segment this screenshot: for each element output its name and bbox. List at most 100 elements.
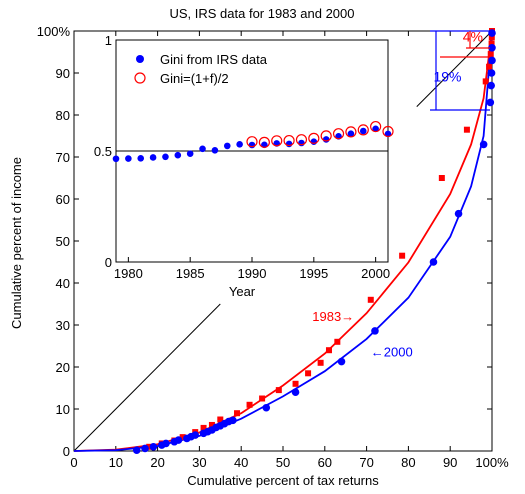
x-tick-label: 10 xyxy=(109,455,123,470)
inset-x-tick-label: 1985 xyxy=(176,266,205,281)
inset-y-tick-label: 0.5 xyxy=(94,144,112,159)
point-1983 xyxy=(246,401,253,408)
x-tick-label: 0 xyxy=(70,455,77,470)
x-tick-label: 20 xyxy=(150,455,164,470)
inset-point-gini-irs xyxy=(347,130,355,137)
inset-point-gini-formula xyxy=(357,124,369,136)
inset-point-gini-irs xyxy=(112,155,120,163)
point-1983 xyxy=(325,347,332,354)
point-1983 xyxy=(438,175,445,181)
point-1983 xyxy=(217,416,224,423)
y-tick-label: 50 xyxy=(56,234,70,249)
point-2000 xyxy=(191,431,200,439)
point-1983 xyxy=(488,34,495,41)
inset-x-tick-label: 1995 xyxy=(299,266,328,281)
fit-curve xyxy=(73,30,493,452)
point-2000 xyxy=(487,81,495,90)
point-2000 xyxy=(262,403,271,412)
x-tick-label: 90 xyxy=(443,455,457,470)
inset-point-gini-irs xyxy=(310,138,318,145)
point-1983 xyxy=(488,40,495,47)
point-1983 xyxy=(200,424,207,431)
x-tick-label: 60 xyxy=(318,455,332,470)
y-tick-label: 100% xyxy=(37,24,71,39)
y-tick-label: 80 xyxy=(56,108,70,123)
point-2000 xyxy=(429,258,438,266)
inset-x-tick-label: 1980 xyxy=(114,266,143,281)
label-4-percent: 4% xyxy=(463,29,483,45)
x-tick-label: 80 xyxy=(401,455,415,470)
point-1983 xyxy=(292,380,299,387)
x-tick-label: 40 xyxy=(234,455,248,470)
x-tick-label: 30 xyxy=(192,455,206,470)
inset-y-tick-label: 0 xyxy=(105,255,112,270)
point-2000 xyxy=(337,357,346,366)
point-1983 xyxy=(208,421,215,428)
inset-point-gini-formula xyxy=(258,136,270,148)
point-1983 xyxy=(234,410,241,417)
point-2000 xyxy=(488,56,496,65)
inset-y-tick-label: 1 xyxy=(105,33,112,48)
inset-point-gini-irs xyxy=(174,151,182,159)
point-2000 xyxy=(229,416,237,425)
legend-label-gini-formula: Gini=(1+f)/2 xyxy=(160,71,229,86)
inset-x-tick-label: 1990 xyxy=(238,266,267,281)
inset-point-gini-irs xyxy=(248,141,256,149)
y-tick-label: 40 xyxy=(56,276,70,291)
point-2000 xyxy=(162,439,170,448)
inset-point-gini-formula xyxy=(295,134,308,146)
point-2000 xyxy=(141,444,149,453)
point-1983 xyxy=(486,63,493,70)
inset-point-gini-irs xyxy=(162,153,169,161)
y-tick-label: 70 xyxy=(56,150,70,165)
y-tick-label: 0 xyxy=(63,444,70,459)
point-2000 xyxy=(487,69,496,77)
point-1983 xyxy=(482,78,489,85)
inset-point-gini-irs xyxy=(359,127,367,135)
y-tick-label: 20 xyxy=(56,360,70,375)
point-1983 xyxy=(317,359,324,366)
inset-point-gini-formula xyxy=(370,120,382,133)
point-1983 xyxy=(487,51,494,58)
point-2000 xyxy=(479,140,488,149)
point-2000 xyxy=(486,98,495,107)
x-tick-label: 100% xyxy=(475,455,509,470)
inset-x-tick-label: 2000 xyxy=(361,266,390,281)
y-axis-label: Cumulative percent of income xyxy=(9,157,24,329)
label-1983: 1983→ xyxy=(312,309,354,324)
point-1983 xyxy=(259,395,266,402)
inset-point-gini-irs xyxy=(223,142,231,150)
point-1983 xyxy=(399,252,406,259)
inset-point-gini-irs xyxy=(199,145,206,153)
main-plot: US, IRS data for 1983 and 2000 Cumulativ… xyxy=(9,6,509,488)
point-1983 xyxy=(367,296,374,303)
point-2000 xyxy=(371,327,379,335)
x-axis-label: Cumulative percent of tax returns xyxy=(187,473,379,488)
chart-title: US, IRS data for 1983 and 2000 xyxy=(169,6,354,21)
inset-point-gini-irs xyxy=(186,150,194,157)
y-tick-label: 10 xyxy=(56,402,70,417)
point-2000 xyxy=(291,388,300,397)
main-ticks: 0 10 20 30 40 50 60 70 80 90 100%01020304050607080… xyxy=(37,24,509,470)
point-1983 xyxy=(334,338,341,345)
data-points xyxy=(132,28,496,454)
label-19-percent: 19% xyxy=(433,68,461,84)
point-1983 xyxy=(305,370,312,377)
inset-point-gini-formula xyxy=(271,135,283,147)
x-tick-label: 70 xyxy=(359,455,373,470)
point-2000 xyxy=(174,436,183,444)
inset-point-gini-formula xyxy=(332,128,345,140)
inset-point-gini-formula xyxy=(382,125,394,138)
fit-curve xyxy=(73,30,493,452)
inset-legend: Gini from IRS data Gini=(1+f)/2 xyxy=(134,52,268,86)
label-2000: ←2000 xyxy=(371,345,413,360)
point-1983 xyxy=(463,126,470,133)
diagonal-reference-line xyxy=(73,303,221,452)
inset-point-gini-irs xyxy=(137,155,145,162)
y-tick-label: 90 xyxy=(56,66,70,81)
inset-point-gini-irs xyxy=(322,136,330,143)
legend-label-gini-irs: Gini from IRS data xyxy=(160,52,268,67)
inset-point-gini-irs xyxy=(236,141,243,148)
diagonal-reference-line xyxy=(416,30,493,107)
